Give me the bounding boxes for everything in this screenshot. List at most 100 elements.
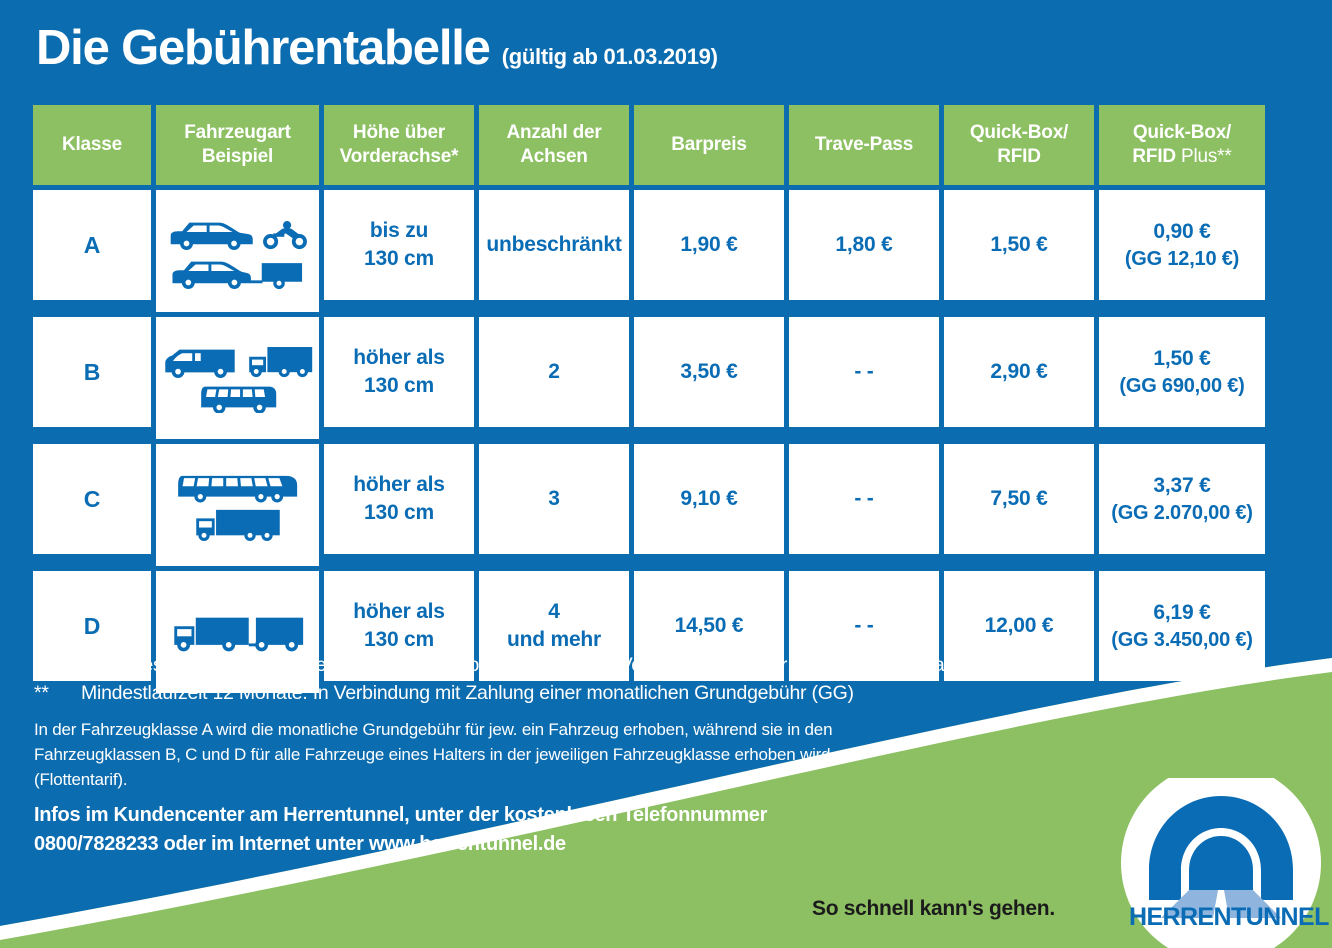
cell-trave-pass: - -: [789, 317, 939, 427]
cell-quickbox-value: 1,50 €: [990, 233, 1048, 257]
cell-hoehe-line2: 130 cm: [363, 374, 435, 397]
header-achsen-line2: Achsen: [520, 146, 588, 167]
cell-barpreis: 3,50 €: [634, 317, 784, 427]
cell-hoehe-line2: 130 cm: [363, 501, 435, 524]
footnote-1-text: Höhe des Fahrzeuges, gemessen senkrecht …: [81, 654, 1028, 676]
cell-hoehe-line1: höher als: [353, 600, 445, 624]
truck-with-trailer-icon: [173, 617, 303, 652]
footnote-1-mark: *: [34, 654, 42, 676]
cell-quickbox-plus-value: 6,19 €: [1153, 600, 1211, 624]
header-fahrzeugart: Fahrzeugart Beispiel: [156, 105, 319, 185]
cell-trave-pass: - -: [789, 571, 939, 681]
cell-vehicle-icons: [156, 571, 319, 693]
van-icon: [164, 349, 235, 378]
cell-trave-pass: 1,80 €: [789, 190, 939, 300]
cell-quickbox: 7,50 €: [944, 444, 1094, 554]
header-quickbox-rfid-plus: Quick-Box/ RFID Plus**: [1099, 105, 1265, 185]
minibus-icon: [200, 386, 276, 413]
header-quickbox-rfid-line1: Quick-Box/: [969, 121, 1069, 143]
contact-line-1: Infos im Kundencenter am Herrentunnel, u…: [34, 804, 768, 827]
icon-row-bottom: [192, 507, 284, 541]
small-truck-icon: [248, 346, 312, 377]
car-icon: [170, 222, 253, 250]
icon-row-bottom: [197, 381, 279, 413]
icon-row-bottom: [168, 253, 308, 289]
cell-quickbox: 1,50 €: [944, 190, 1094, 300]
cell-vehicle-icons: [156, 190, 319, 312]
cell-hoehe-line1: bis zu: [369, 219, 429, 243]
cell-quickbox-plus-gg: (GG 12,10 €): [1124, 247, 1240, 270]
table-row: D: [33, 571, 151, 681]
header-barpreis-line1: Barpreis: [671, 133, 747, 155]
cell-hoehe-line2: 130 cm: [363, 628, 435, 651]
header-achsen-line1: Anzahl der: [506, 121, 602, 143]
cell-hoehe-line1: höher als: [353, 473, 445, 497]
tagline: So schnell kann's gehen.: [812, 897, 1055, 920]
cell-quickbox-plus-gg: (GG 2.070,00 €): [1111, 501, 1253, 524]
cell-hoehe-line1: höher als: [353, 346, 445, 370]
three-axle-truck-icon: [195, 509, 280, 541]
header-barpreis: Barpreis: [634, 105, 784, 185]
table-row: B: [33, 317, 151, 427]
icon-row-top: [175, 470, 301, 504]
cell-quickbox-plus-value: 0,90 €: [1153, 219, 1211, 243]
cell-hoehe-line2: 130 cm: [363, 247, 435, 270]
cell-trave-pass-value: 1,80 €: [835, 233, 893, 257]
table-row: C: [33, 444, 151, 554]
header-plus-suffix: Plus**: [1181, 146, 1232, 167]
header-quickbox-rfid-plus-line2: RFID Plus**: [1132, 146, 1232, 167]
page-title: Die Gebührentabelle (gültig ab 01.03.201…: [36, 24, 718, 73]
cell-achsen-line2: und mehr: [506, 628, 602, 651]
header-hoehe-line2: Vorderachse*: [339, 146, 459, 167]
cell-achsen: 3: [479, 444, 629, 554]
title-validity: (gültig ab 01.03.2019): [501, 44, 718, 69]
cell-quickbox-plus: 3,37 € (GG 2.070,00 €): [1099, 444, 1265, 554]
cell-hoehe: bis zu 130 cm: [324, 190, 474, 300]
icon-row-top: [161, 344, 315, 378]
footnote-2-text: Mindestlaufzeit 12 Monate. In Verbindung…: [81, 681, 854, 704]
fleet-tariff-paragraph: In der Fahrzeugklasse A wird die monatli…: [34, 720, 833, 789]
cell-klasse: D: [83, 612, 101, 639]
header-klasse: Klasse: [33, 105, 151, 185]
cell-klasse: B: [83, 358, 101, 385]
header-klasse-line1: Klasse: [61, 133, 123, 155]
cell-quickbox-plus: 6,19 € (GG 3.450,00 €): [1099, 571, 1265, 681]
cell-barpreis: 1,90 €: [634, 190, 784, 300]
cell-klasse: C: [83, 485, 101, 512]
cell-barpreis: 14,50 €: [634, 571, 784, 681]
cell-vehicle-icons: [156, 444, 319, 566]
header-fahrzeugart-line2: Beispiel: [201, 146, 274, 167]
cell-quickbox-value: 7,50 €: [990, 487, 1048, 511]
cell-quickbox-plus-gg: (GG 3.450,00 €): [1111, 628, 1253, 651]
cell-barpreis-value: 9,10 €: [680, 487, 738, 511]
logo-wordmark: HERRENTUNNEL: [1129, 903, 1329, 931]
footnote-2: ** Mindestlaufzeit 12 Monate. In Verbind…: [34, 680, 1214, 708]
header-hoehe-line1: Höhe über: [352, 121, 446, 143]
cell-quickbox-value: 12,00 €: [984, 614, 1054, 638]
cell-quickbox-plus-value: 1,50 €: [1153, 346, 1211, 370]
header-hoehe: Höhe über Vorderachse*: [324, 105, 474, 185]
cell-quickbox-plus: 1,50 € (GG 690,00 €): [1099, 317, 1265, 427]
herrentunnel-logo-icon: [1121, 778, 1321, 948]
footnotes: * Höhe des Fahrzeuges, gemessen senkrech…: [34, 652, 1214, 858]
cell-quickbox-plus-value: 3,37 €: [1153, 473, 1211, 497]
cell-achsen: 4 und mehr: [479, 571, 629, 681]
cell-quickbox-plus: 0,90 € (GG 12,10 €): [1099, 190, 1265, 300]
footnote-1: * Höhe des Fahrzeuges, gemessen senkrech…: [34, 652, 1214, 680]
icon-row-single: [170, 611, 306, 653]
motorcycle-icon: [262, 220, 307, 249]
cell-achsen: unbeschränkt: [479, 190, 629, 300]
cell-achsen-line1: 3: [548, 487, 560, 511]
cell-trave-pass-value: - -: [854, 487, 874, 511]
cell-barpreis-value: 3,50 €: [680, 360, 738, 384]
car-with-trailer-icon: [171, 261, 302, 289]
header-quickbox-rfid: Quick-Box/ RFID: [944, 105, 1094, 185]
cell-trave-pass: - -: [789, 444, 939, 554]
footnote-2-mark: **: [34, 681, 49, 704]
header-achsen: Anzahl der Achsen: [479, 105, 629, 185]
cell-barpreis-value: 1,90 €: [680, 233, 738, 257]
cell-achsen-line1: 4: [548, 600, 560, 624]
cell-achsen-line1: unbeschränkt: [486, 233, 622, 257]
cell-trave-pass-value: - -: [854, 614, 874, 638]
cell-hoehe: höher als 130 cm: [324, 444, 474, 554]
